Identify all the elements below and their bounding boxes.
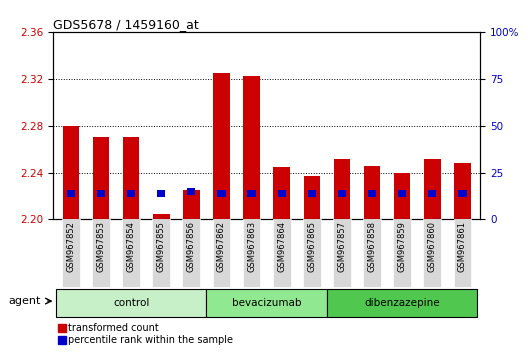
Text: GSM967854: GSM967854 — [127, 221, 136, 272]
Bar — [97, 190, 105, 197]
Text: GSM967860: GSM967860 — [428, 221, 437, 272]
Bar — [424, 159, 440, 219]
Bar — [393, 219, 411, 287]
Bar — [62, 219, 80, 287]
Text: control: control — [113, 298, 149, 308]
Text: GSM967859: GSM967859 — [398, 221, 407, 272]
Bar — [153, 213, 169, 219]
Text: GSM967861: GSM967861 — [458, 221, 467, 272]
Bar — [248, 190, 256, 197]
Text: agent: agent — [8, 296, 40, 306]
Bar — [92, 219, 110, 287]
Bar — [183, 190, 200, 219]
Bar — [243, 219, 260, 287]
Bar — [206, 289, 327, 317]
Bar — [63, 126, 79, 219]
Legend: transformed count, percentile rank within the sample: transformed count, percentile rank withi… — [58, 324, 233, 346]
Bar — [187, 188, 195, 195]
Text: bevacizumab: bevacizumab — [232, 298, 301, 308]
Bar — [278, 190, 286, 197]
Text: GSM967863: GSM967863 — [247, 221, 256, 272]
Bar — [454, 219, 472, 287]
Bar — [364, 166, 380, 219]
Text: GSM967864: GSM967864 — [277, 221, 286, 272]
Bar — [338, 190, 346, 197]
Text: GSM967857: GSM967857 — [337, 221, 346, 272]
Bar — [243, 76, 260, 219]
Bar — [303, 219, 320, 287]
Text: GSM967865: GSM967865 — [307, 221, 316, 272]
Bar — [333, 219, 351, 287]
Text: GSM967858: GSM967858 — [367, 221, 376, 272]
Bar — [157, 190, 165, 197]
Bar — [183, 219, 200, 287]
Bar — [428, 190, 437, 197]
Bar — [93, 137, 109, 219]
Bar — [153, 219, 170, 287]
Bar — [274, 167, 290, 219]
Bar — [363, 219, 381, 287]
Text: dibenzazepine: dibenzazepine — [364, 298, 440, 308]
Bar — [334, 159, 350, 219]
Bar — [213, 219, 230, 287]
Bar — [368, 190, 376, 197]
Text: GSM967862: GSM967862 — [217, 221, 226, 272]
Bar — [122, 219, 140, 287]
Bar — [273, 219, 290, 287]
Text: GSM967852: GSM967852 — [67, 221, 76, 272]
Bar — [454, 163, 470, 219]
Bar — [218, 190, 225, 197]
Text: GSM967855: GSM967855 — [157, 221, 166, 272]
Bar — [123, 137, 139, 219]
Bar — [67, 190, 75, 197]
Bar — [458, 190, 467, 197]
Bar — [398, 190, 407, 197]
Text: GSM967856: GSM967856 — [187, 221, 196, 272]
Text: GDS5678 / 1459160_at: GDS5678 / 1459160_at — [53, 18, 199, 31]
Bar — [127, 190, 135, 197]
Bar — [213, 73, 230, 219]
Bar — [327, 289, 477, 317]
Bar — [308, 190, 316, 197]
Bar — [423, 219, 441, 287]
Bar — [394, 172, 410, 219]
Bar — [304, 176, 320, 219]
Bar — [56, 289, 206, 317]
Text: GSM967853: GSM967853 — [97, 221, 106, 272]
